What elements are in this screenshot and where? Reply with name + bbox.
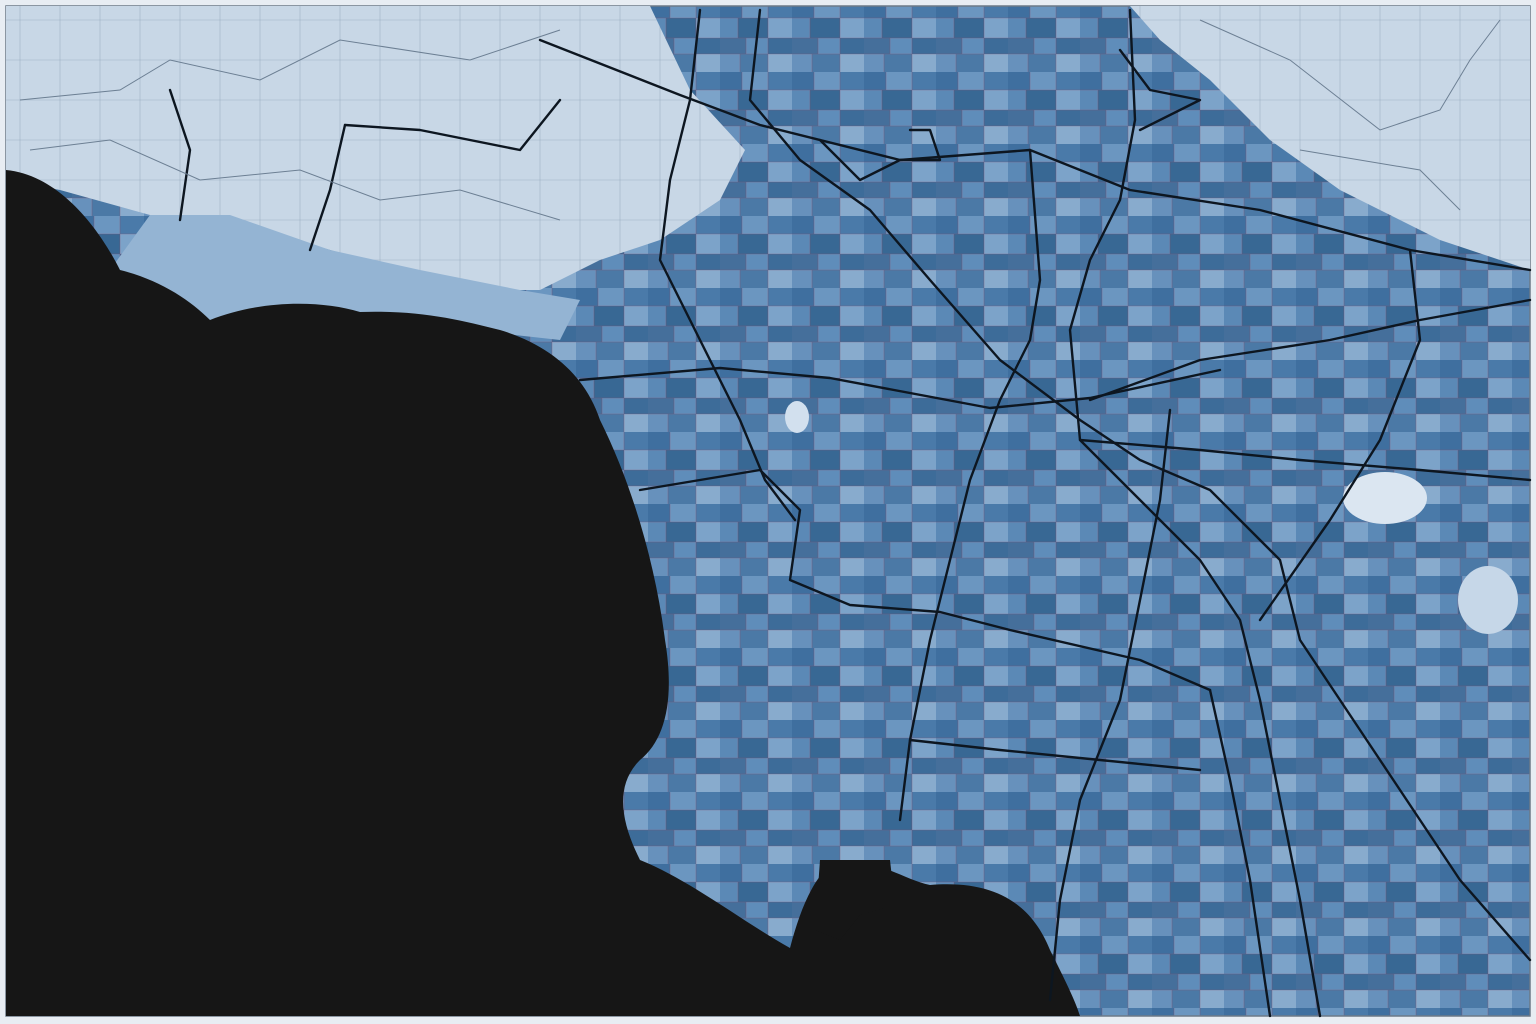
boundary bbox=[1299, 149, 1461, 211]
road bbox=[658, 8, 797, 522]
road-network bbox=[168, 8, 1532, 1018]
road bbox=[168, 88, 192, 222]
low-value-area bbox=[1130, 6, 1530, 270]
harbor bbox=[815, 860, 895, 940]
road bbox=[343, 98, 562, 152]
boundary bbox=[19, 29, 561, 101]
road bbox=[908, 738, 1202, 772]
boundary bbox=[1199, 19, 1501, 131]
road bbox=[748, 8, 1532, 962]
low-value-area bbox=[1343, 472, 1427, 524]
road bbox=[1258, 248, 1422, 622]
road bbox=[1208, 688, 1272, 1018]
road bbox=[308, 123, 347, 252]
road bbox=[1118, 48, 1202, 132]
road bbox=[898, 148, 1042, 822]
low-value-area bbox=[6, 6, 745, 290]
boundary bbox=[29, 139, 561, 221]
ocean bbox=[6, 170, 1080, 1016]
boundary-lines bbox=[19, 19, 1501, 221]
mid-value-area bbox=[110, 215, 580, 340]
low-value-area bbox=[1458, 566, 1518, 634]
road bbox=[638, 468, 1212, 692]
road bbox=[1088, 298, 1532, 402]
road bbox=[1068, 8, 1322, 1018]
road bbox=[1078, 438, 1532, 482]
road bbox=[818, 128, 942, 182]
road bbox=[1048, 408, 1172, 1002]
low-value-area bbox=[785, 401, 809, 433]
